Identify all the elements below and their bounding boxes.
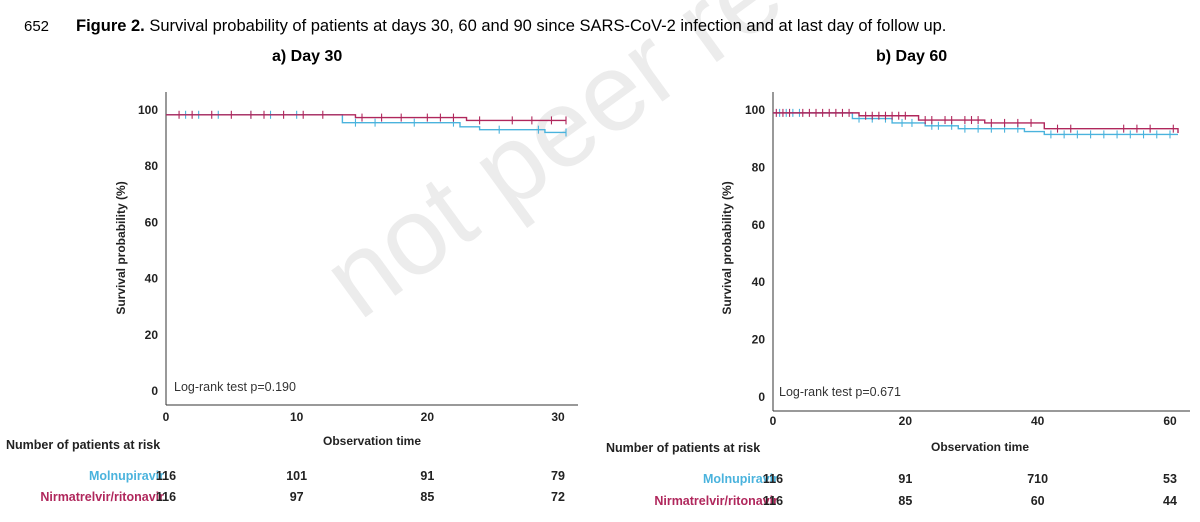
figure-caption-label: Figure 2. [76, 17, 145, 35]
panel-a-y-tick-label: 60 [145, 215, 159, 229]
panel-b-risk-value-molnupiravir: 116 [763, 472, 783, 486]
panel-b-risk-value-nirmatrelvir: 116 [763, 494, 783, 508]
figure-caption-text: Survival probability of patients at days… [144, 17, 947, 35]
panel-b-y-tick-label: 40 [752, 275, 766, 289]
panel-a-x-tick-label: 10 [290, 410, 304, 424]
panel-b-x-axis-label: Observation time [931, 440, 1029, 454]
panel-a-risk-value-molnupiravir: 116 [156, 469, 176, 483]
panel-b-y-tick-label: 20 [752, 333, 766, 347]
panel-b-risk-value-nirmatrelvir: 85 [898, 494, 912, 508]
panel-b-y-tick-label: 100 [745, 103, 765, 117]
panel-b-title: b) Day 60 [876, 48, 948, 65]
panel-b-x-tick-label: 0 [770, 414, 777, 428]
panel-a-risk-label-molnupiravir: Molnupiravir [89, 469, 164, 483]
figure-caption: Figure 2. Survival probability of patien… [76, 17, 946, 36]
panel-b-risk-table-title: Number of patients at risk [606, 441, 760, 455]
panel-a-y-tick-label: 20 [145, 328, 159, 342]
panel-b-x-tick-label: 20 [899, 414, 913, 428]
panel-b-risk-value-molnupiravir: 710 [1027, 472, 1048, 486]
panel-a-molnupiravir-curve [166, 114, 566, 134]
panel-a-y-axis-label: Survival probability (%) [114, 181, 128, 314]
panel-a-y-tick-label: 40 [145, 272, 159, 286]
panel-b-nirmatrelvir-curve [773, 112, 1179, 133]
panel-a-x-tick-label: 30 [551, 410, 565, 424]
panel-a-title: a) Day 30 [272, 48, 343, 65]
panel-a-logrank-annotation: Log-rank test p=0.190 [174, 380, 296, 394]
panel-b-risk-label-molnupiravir: Molnupiravir [703, 472, 778, 486]
panel-a-risk-value-nirmatrelvir: 85 [420, 490, 434, 504]
panel-a-risk-value-molnupiravir: 101 [286, 469, 307, 483]
panel-b-risk-label-nirmatrelvir: Nirmatrelvir/ritonavir [654, 494, 778, 508]
panel-b-logrank-annotation: Log-rank test p=0.671 [779, 385, 901, 399]
panel-a-chart: 0 20 40 60 80 100 0 10 20 30 Survival probability … [6, 92, 578, 504]
panel-a-y-tick-label: 100 [138, 103, 158, 117]
panel-b-x-tick-label: 60 [1163, 414, 1177, 428]
panel-b-risk-value-molnupiravir: 91 [898, 472, 912, 486]
panel-a-risk-value-nirmatrelvir: 97 [290, 490, 304, 504]
panel-b-x-tick-label: 40 [1031, 414, 1045, 428]
panel-b-y-tick-label: 80 [752, 160, 766, 174]
panel-a-x-axis-label: Observation time [323, 434, 421, 448]
panel-a-x-tick-label: 0 [163, 410, 170, 424]
line-number: 652 [24, 18, 50, 35]
panel-a-risk-value-molnupiravir: 91 [420, 469, 434, 483]
panel-a-risk-table-title: Number of patients at risk [6, 438, 160, 452]
panel-a-risk-value-nirmatrelvir: 116 [156, 490, 176, 504]
panel-b-risk-value-nirmatrelvir: 44 [1163, 494, 1177, 508]
panel-a-risk-value-molnupiravir: 79 [551, 469, 565, 483]
panel-a-risk-label-nirmatrelvir: Nirmatrelvir/ritonavir [40, 490, 164, 504]
panel-b-y-axis-label: Survival probability (%) [720, 181, 734, 314]
panel-b-risk-value-molnupiravir: 53 [1163, 472, 1177, 486]
panel-b-y-tick-label: 60 [752, 218, 766, 232]
panel-a-x-tick-label: 20 [421, 410, 435, 424]
panel-b-y-tick-label: 0 [758, 390, 765, 404]
panel-b-chart: 0 20 40 60 80 100 0 20 40 60 Survival probability … [606, 92, 1190, 508]
panel-b-risk-value-nirmatrelvir: 60 [1031, 494, 1045, 508]
panel-a-y-tick-label: 0 [151, 384, 158, 398]
panel-a-y-tick-label: 80 [145, 159, 159, 173]
panel-a-nirmatrelvir-curve [166, 114, 566, 122]
panel-a-risk-value-nirmatrelvir: 72 [551, 490, 565, 504]
